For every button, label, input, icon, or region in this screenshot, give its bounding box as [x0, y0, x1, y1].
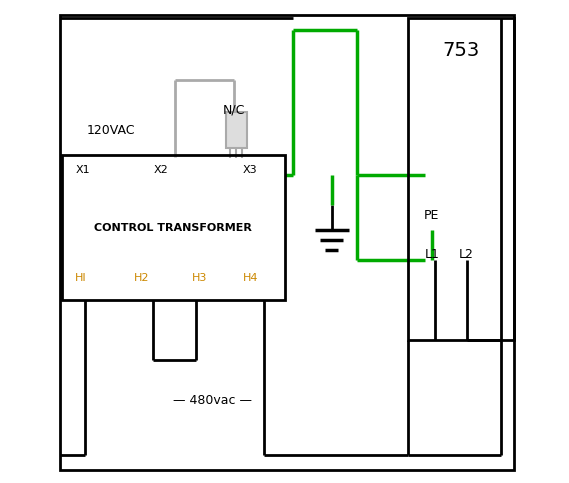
- Text: 120VAC: 120VAC: [86, 124, 135, 137]
- Text: L2: L2: [459, 248, 474, 261]
- Text: — 480vac —: — 480vac —: [174, 394, 252, 407]
- Text: 753: 753: [442, 41, 479, 59]
- Text: H4: H4: [242, 273, 258, 283]
- Text: PE: PE: [423, 209, 439, 222]
- Text: H3: H3: [192, 273, 207, 283]
- Text: X1: X1: [75, 165, 90, 175]
- Text: L1: L1: [425, 248, 440, 261]
- Text: X3: X3: [242, 165, 257, 175]
- Text: N/C: N/C: [223, 103, 245, 116]
- Text: HI: HI: [75, 273, 87, 283]
- Text: CONTROL TRANSFORMER: CONTROL TRANSFORMER: [94, 223, 252, 233]
- Text: H2: H2: [134, 273, 149, 283]
- FancyBboxPatch shape: [225, 112, 247, 148]
- Text: X2: X2: [154, 165, 168, 175]
